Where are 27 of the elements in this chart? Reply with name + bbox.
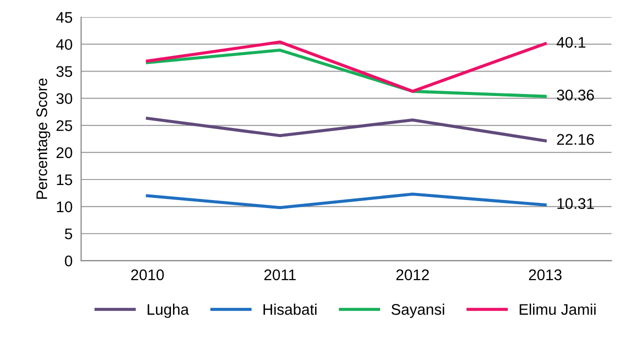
- data-label: 30.36: [556, 90, 594, 100]
- y-tick-label: 20: [56, 147, 72, 158]
- y-tick-label: 35: [56, 66, 72, 77]
- y-tick-label: 45: [56, 12, 72, 23]
- data-label: 10.31: [557, 198, 594, 209]
- legend-label: Lugha: [148, 304, 189, 318]
- y-tick-label: 0: [64, 256, 72, 266]
- x-tick-label: 2012: [396, 269, 429, 280]
- x-tick-label: 2010: [131, 269, 164, 280]
- legend-label: Sayansi: [392, 304, 444, 318]
- y-tick-label: 40: [56, 39, 72, 50]
- y-tick-label: 25: [56, 120, 72, 132]
- legend-label: Hisabati: [264, 304, 316, 315]
- data-label: 22.16: [557, 134, 594, 145]
- legend-label: Elimu Jamii: [520, 304, 596, 315]
- data-label: 40.1: [556, 36, 586, 48]
- line-series: [146, 192, 547, 210]
- line-series: [146, 116, 547, 142]
- line-series: [146, 48, 547, 98]
- y-tick-label: 5: [64, 228, 72, 240]
- y-axis-title: Percentage Score: [36, 78, 50, 199]
- y-tick-label: 10: [56, 201, 72, 212]
- x-tick-label: 2011: [264, 269, 296, 280]
- x-tick-label: 2013: [528, 269, 562, 280]
- line-series: [146, 40, 547, 93]
- y-tick-label: 30: [56, 93, 72, 104]
- y-tick-label: 15: [56, 174, 72, 186]
